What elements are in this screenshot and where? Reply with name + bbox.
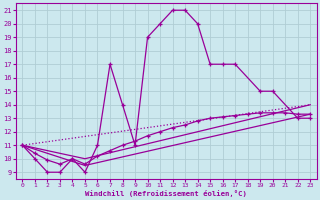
X-axis label: Windchill (Refroidissement éolien,°C): Windchill (Refroidissement éolien,°C) [85, 190, 247, 197]
